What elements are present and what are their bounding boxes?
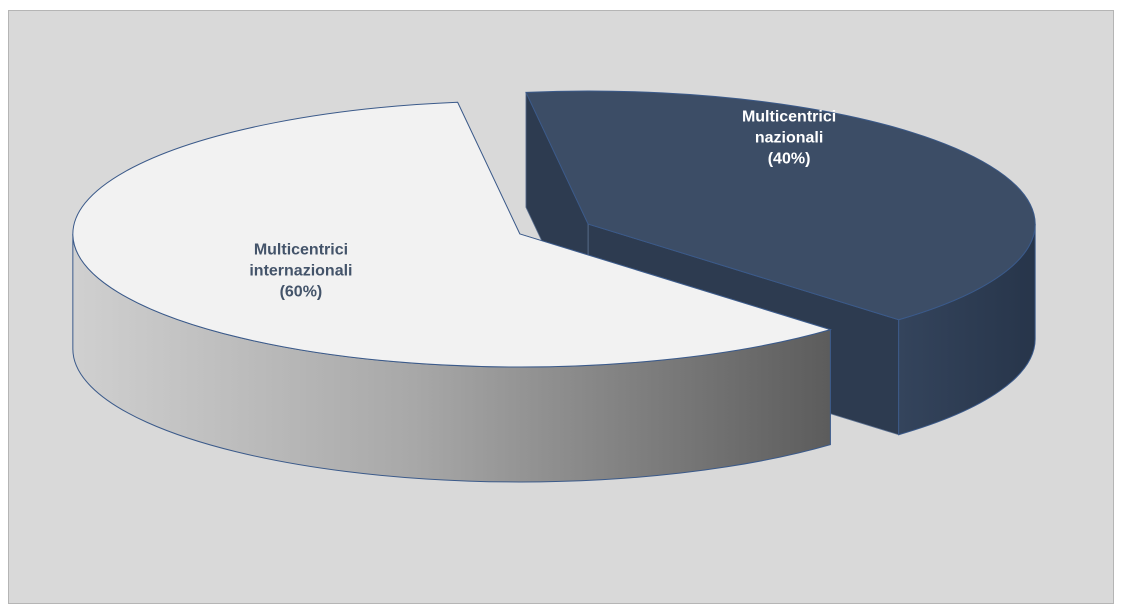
slice-label-1: Multicentrici internazionali (60%) <box>249 241 352 300</box>
labels-layer: Multicentrici nazionali (40%)Multicentrici… <box>249 109 836 301</box>
slice-label-1-line-1: internazionali <box>249 262 352 279</box>
chart-area: Multicentrici nazionali (40%) Multicentrici… <box>8 10 1114 604</box>
slice-label-0-line-2: (40%) <box>768 151 811 168</box>
slice-0-top <box>525 90 1036 321</box>
slice-label-1-line-0: Multicentrici <box>254 241 348 258</box>
pie-chart: Multicentrici nazionali (40%)Multicentrici… <box>72 90 1036 483</box>
slice-label-0-line-1: nazionali <box>755 130 823 147</box>
slice-label-1-line-2: (60%) <box>280 283 323 300</box>
pie-slice-1 <box>72 101 833 483</box>
slice-1-top <box>72 101 833 368</box>
slices-layer <box>72 90 1036 483</box>
slice-label-0: Multicentrici nazionali (40%) <box>742 109 836 168</box>
slice-label-0-line-0: Multicentrici <box>742 109 836 126</box>
